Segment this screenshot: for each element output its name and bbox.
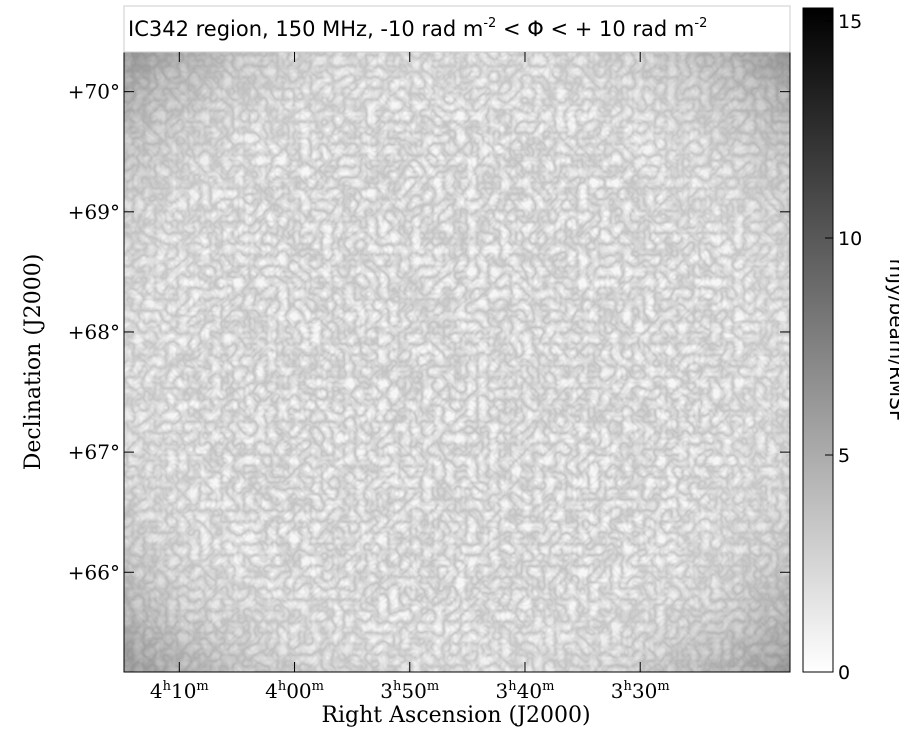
title-box xyxy=(123,5,791,53)
x-tick-superscript: h xyxy=(163,679,172,694)
x-tick-superscript: m xyxy=(427,679,439,694)
chart-title: IC342 region, 150 MHz, -10 rad m-2 < Φ <… xyxy=(128,16,707,41)
colorbar-tick-label: 0 xyxy=(838,662,850,684)
x-axis-label: Right Ascension (J2000) xyxy=(321,703,590,728)
x-tick-superscript: h xyxy=(278,679,287,694)
colorbar-label: mJy/beam/RMSF xyxy=(885,259,899,422)
x-tick-superscript: h xyxy=(508,679,517,694)
x-tick-superscript: h xyxy=(393,679,402,694)
x-tick-superscript: m xyxy=(542,679,554,694)
y-tick-label: +68° xyxy=(68,320,120,344)
x-tick-text: 00 xyxy=(286,679,311,703)
title-text: IC342 region, 150 MHz, -10 rad m xyxy=(128,17,483,41)
colorbar-tick-label: 5 xyxy=(838,445,850,467)
x-tick-text: 40 xyxy=(517,679,542,703)
y-tick-label: +70° xyxy=(68,80,120,104)
y-tick-label: +69° xyxy=(68,200,120,224)
title-text: < Φ < + 10 rad m xyxy=(496,17,694,41)
x-tick-text: 3 xyxy=(496,679,509,703)
colorbar-tick-label: 10 xyxy=(838,228,862,250)
title-superscript: -2 xyxy=(694,16,707,31)
x-tick-text: 30 xyxy=(632,679,657,703)
x-tick-label: 3h40m xyxy=(496,679,555,703)
x-tick-text: 10 xyxy=(171,679,196,703)
x-tick-text: 3 xyxy=(380,679,393,703)
x-tick-label: 4h10m xyxy=(150,679,209,703)
x-tick-label: 3h50m xyxy=(380,679,439,703)
x-tick-superscript: m xyxy=(657,679,669,694)
y-tick-label: +66° xyxy=(68,560,120,584)
x-tick-text: 50 xyxy=(401,679,426,703)
x-tick-superscript: m xyxy=(312,679,324,694)
x-tick-label: 4h00m xyxy=(265,679,324,703)
y-axis-label: Declination (J2000) xyxy=(21,254,46,471)
x-tick-text: 4 xyxy=(265,679,278,703)
y-tick-label: +67° xyxy=(68,440,120,464)
colorbar-tick-label: 15 xyxy=(838,11,862,33)
sky-image xyxy=(124,52,790,672)
colorbar xyxy=(802,7,834,673)
title-superscript: -2 xyxy=(483,16,496,31)
x-tick-superscript: h xyxy=(623,679,632,694)
x-tick-text: 3 xyxy=(611,679,624,703)
x-tick-label: 3h30m xyxy=(611,679,670,703)
x-tick-text: 4 xyxy=(150,679,163,703)
x-tick-superscript: m xyxy=(196,679,208,694)
